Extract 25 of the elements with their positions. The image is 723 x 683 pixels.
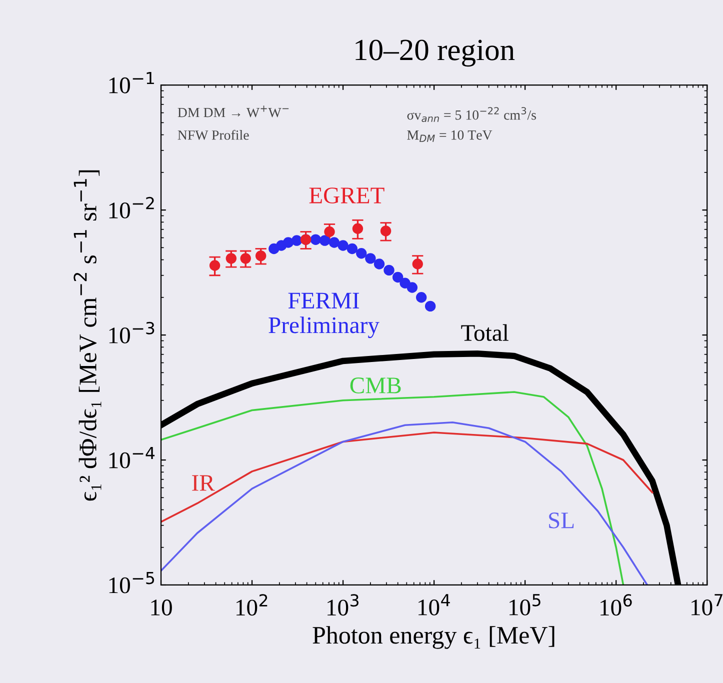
y-tick-label: 10$^{−4}$ bbox=[109, 446, 155, 468]
series-label: SL bbox=[549, 512, 574, 528]
x-tick-label: 10$^{3}$ bbox=[328, 594, 358, 616]
annotation: NFW Profile bbox=[178, 130, 249, 140]
annotation: DM DM → W$^{+}$W$^{−}$ bbox=[178, 106, 289, 118]
x-tick-label: 10$^{4}$ bbox=[418, 594, 450, 616]
x-tick-label: 10$^{2}$ bbox=[236, 594, 268, 616]
series-label: Total bbox=[461, 324, 508, 341]
chart-title: 10–20 region bbox=[356, 40, 515, 67]
y-axis-title: ϵ₁² dΦ/dϵ₁ [MeV cm$^{−2}$ s$^{−1}$ sr$^{−1}$] bbox=[74, 170, 102, 501]
y-tick-label: 10$^{−5}$ bbox=[109, 572, 154, 594]
annotation: M$_{DM}$ = 10 TeV bbox=[407, 130, 492, 142]
x-tick-label: 10 bbox=[151, 600, 172, 616]
series-label: FERMI Preliminary bbox=[268, 292, 380, 338]
x-tick-label: 10$^{5}$ bbox=[510, 594, 540, 616]
y-tick-label: 10$^{−2}$ bbox=[109, 196, 154, 218]
y-tick-label: 10$^{−3}$ bbox=[109, 322, 154, 344]
x-axis-title: Photon energy ϵ₁ [MeV] bbox=[312, 626, 554, 649]
x-tick-label: 10$^{7}$ bbox=[692, 594, 722, 616]
y-tick-label: 10$^{−1}$ bbox=[109, 72, 154, 94]
series-label: IR bbox=[192, 475, 215, 491]
series-label: EGRET bbox=[309, 188, 384, 204]
x-tick-label: 10$^{6}$ bbox=[600, 594, 632, 616]
annotation: σv$_{ann}$ = 5 10$^{−22}$ cm$^{3}$/s bbox=[407, 107, 536, 122]
series-label: CMB bbox=[350, 378, 401, 394]
